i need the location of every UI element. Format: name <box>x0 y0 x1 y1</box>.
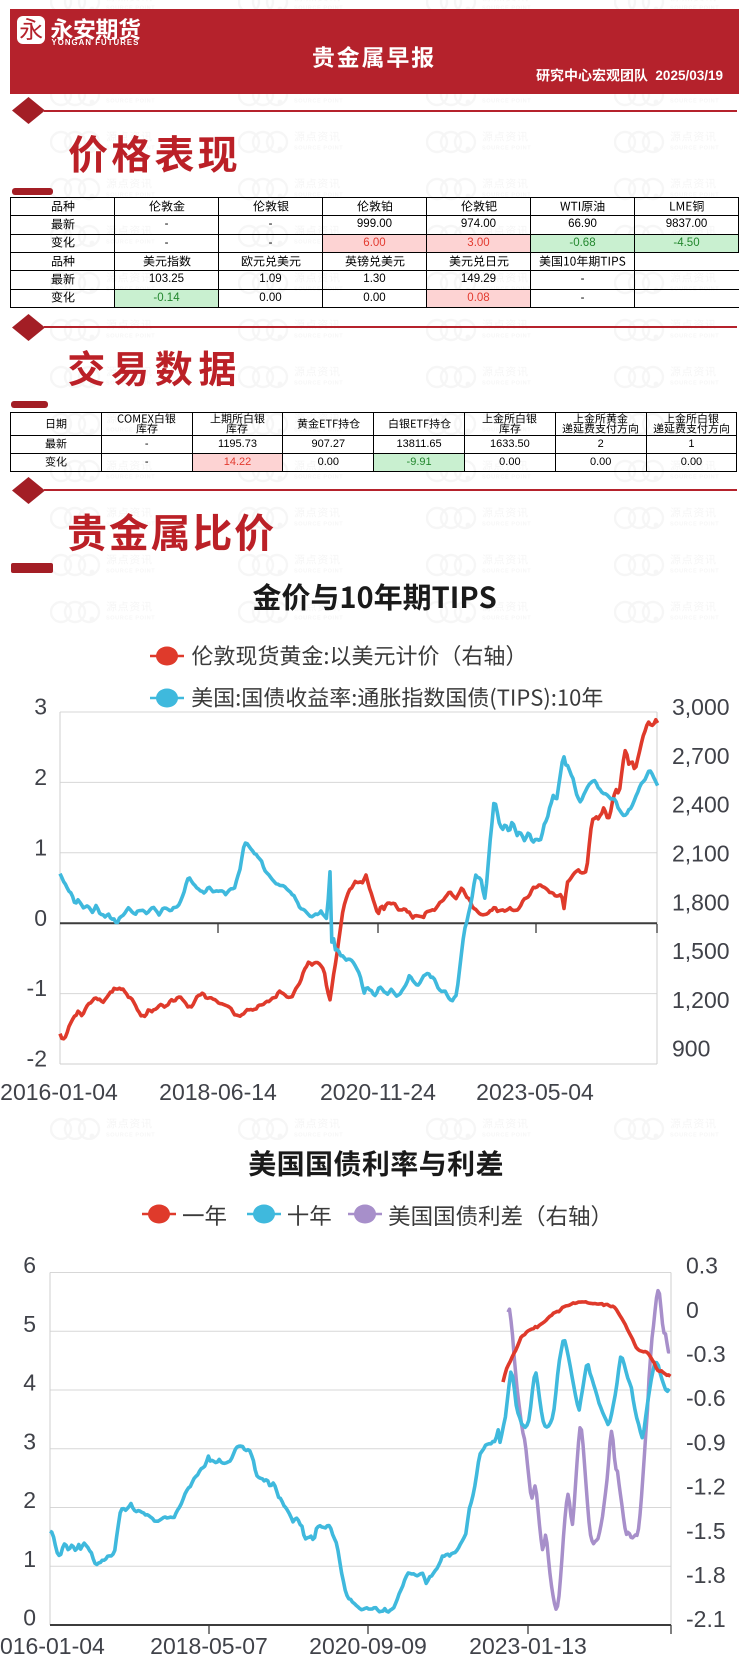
svg-text:2,700: 2,700 <box>672 743 730 769</box>
svg-text:4: 4 <box>23 1370 36 1396</box>
svg-text:2023-01-13: 2023-01-13 <box>469 1633 587 1659</box>
svg-text:3: 3 <box>23 1428 36 1454</box>
svg-text:1,800: 1,800 <box>672 889 730 915</box>
svg-text:-2: -2 <box>27 1046 47 1072</box>
svg-text:-1.2: -1.2 <box>686 1474 726 1500</box>
svg-text:1,200: 1,200 <box>672 987 730 1013</box>
svg-text:2,100: 2,100 <box>672 840 730 866</box>
svg-text:0: 0 <box>23 1605 36 1631</box>
svg-text:900: 900 <box>672 1036 710 1062</box>
svg-text:2020-09-09: 2020-09-09 <box>309 1633 427 1659</box>
svg-text:2020-11-24: 2020-11-24 <box>320 1079 436 1105</box>
svg-text:2016-01-04: 2016-01-04 <box>0 1079 118 1105</box>
svg-text:5: 5 <box>23 1311 36 1337</box>
svg-text:2018-06-14: 2018-06-14 <box>159 1079 277 1105</box>
svg-text:1,500: 1,500 <box>672 938 730 964</box>
svg-text:-0.9: -0.9 <box>686 1429 726 1455</box>
svg-text:-1.5: -1.5 <box>686 1518 726 1544</box>
svg-text:1: 1 <box>34 834 47 860</box>
svg-text:6: 6 <box>23 1252 36 1278</box>
svg-text:0: 0 <box>686 1297 699 1323</box>
svg-text:3: 3 <box>34 694 47 720</box>
svg-text:2023-05-04: 2023-05-04 <box>476 1079 594 1105</box>
svg-text:0.3: 0.3 <box>686 1253 718 1279</box>
svg-text:0: 0 <box>34 905 47 931</box>
svg-text:2,400: 2,400 <box>672 792 730 818</box>
svg-text:2016-01-04: 2016-01-04 <box>0 1633 105 1659</box>
svg-text:1: 1 <box>23 1546 36 1572</box>
svg-text:-2.1: -2.1 <box>686 1606 726 1632</box>
svg-text:2: 2 <box>23 1487 36 1513</box>
svg-text:3,000: 3,000 <box>672 694 730 720</box>
svg-text:2: 2 <box>34 764 47 790</box>
svg-text:2018-05-07: 2018-05-07 <box>150 1633 268 1659</box>
svg-text:-0.6: -0.6 <box>686 1385 726 1411</box>
svg-text:-0.3: -0.3 <box>686 1341 726 1367</box>
svg-text:-1: -1 <box>27 975 47 1001</box>
svg-text:-1.8: -1.8 <box>686 1562 726 1588</box>
